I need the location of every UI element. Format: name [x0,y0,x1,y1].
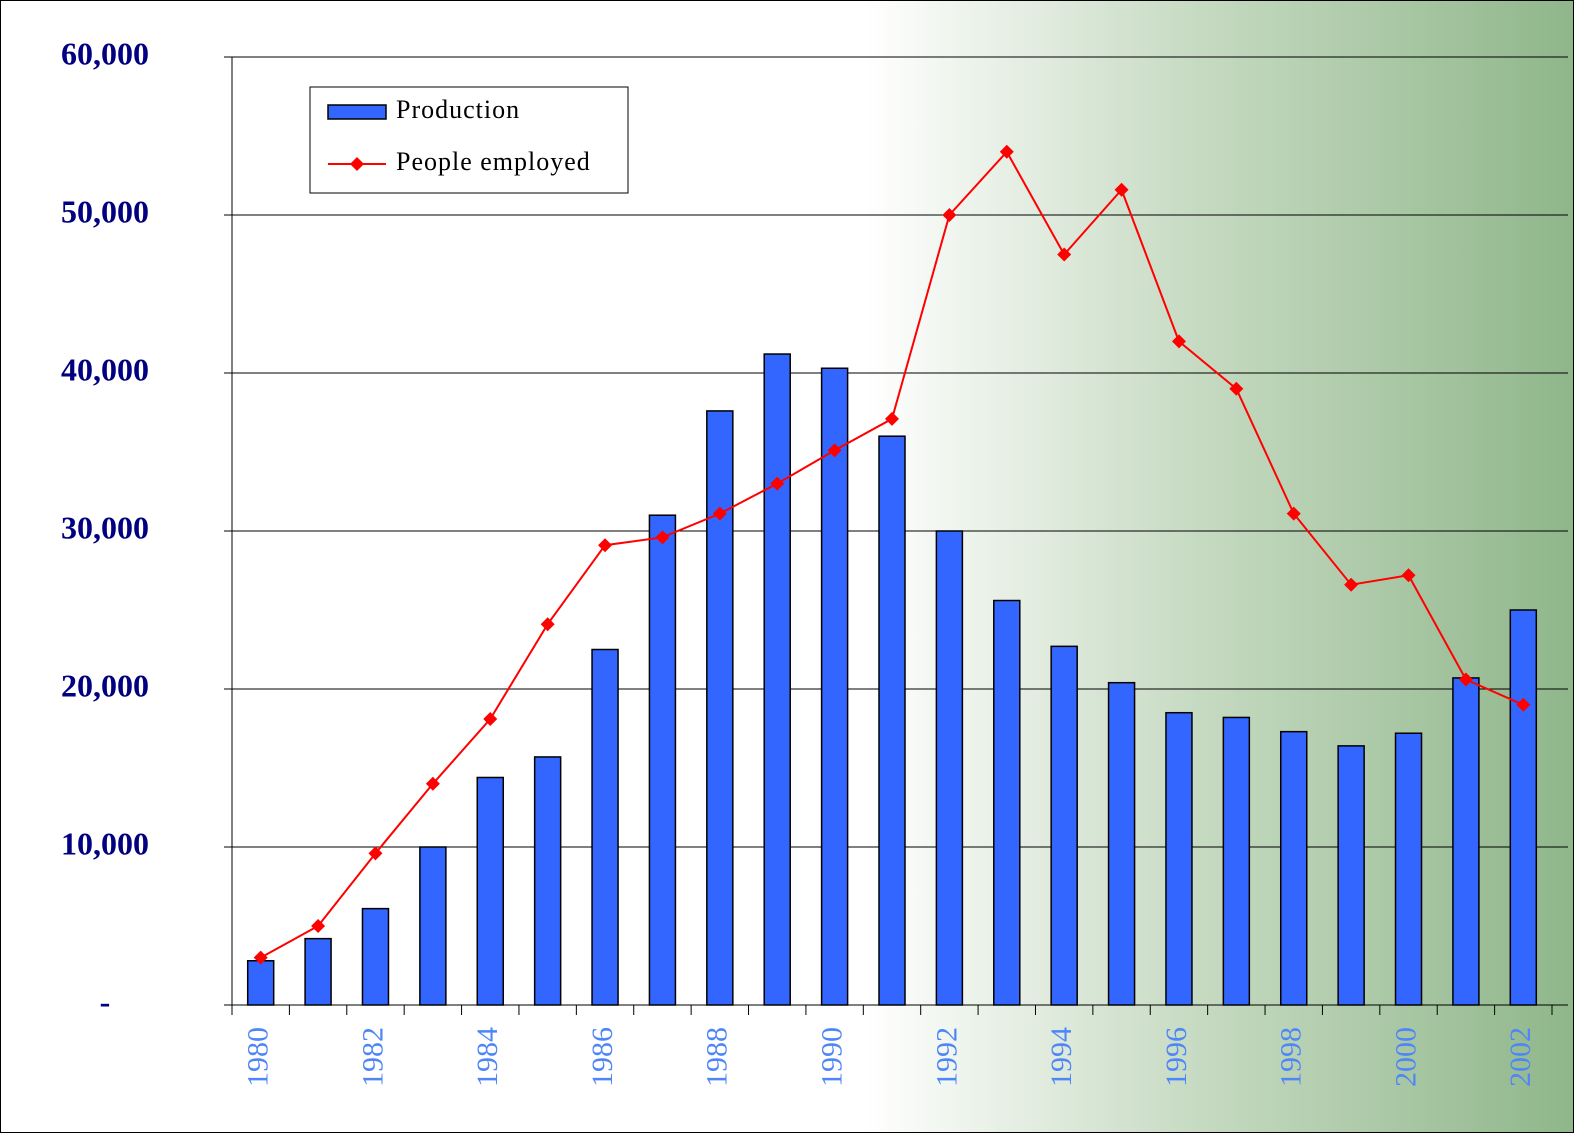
y-tick-label: 40,000 [61,351,149,387]
y-tick-label: - [100,983,111,1019]
line-marker [1344,577,1359,592]
bar [706,410,734,1006]
bar [1165,711,1193,1006]
legend-label: People employed [396,147,591,176]
x-tick-label: 1990 [815,1027,848,1087]
x-tick-label: 2002 [1504,1027,1537,1087]
line-marker [1458,672,1473,687]
line-marker [598,538,613,553]
x-tick-label: 1982 [356,1027,389,1087]
bar [763,353,791,1006]
bar [1394,732,1423,1006]
bar [1337,745,1365,1006]
bar [993,599,1021,1006]
line-marker [425,776,440,791]
bar [1279,730,1308,1006]
y-tick-label: 30,000 [61,509,149,545]
line-marker [311,919,326,933]
bar [533,756,562,1006]
x-tick-label: 1984 [471,1027,504,1087]
bar [304,937,332,1006]
bar [648,514,677,1006]
bar [1050,645,1078,1006]
bar [1107,681,1136,1006]
x-tick-label: 1994 [1045,1027,1078,1087]
legend-label: Production [396,95,520,124]
x-tick-label: 1986 [586,1027,619,1087]
bar [935,530,964,1006]
line-marker [253,950,268,965]
x-tick-label: 1996 [1160,1027,1193,1087]
bar [1452,677,1480,1006]
line-marker [368,846,383,861]
line-marker [1401,568,1416,583]
x-tick-label: 2000 [1389,1027,1422,1087]
bar [361,907,390,1006]
x-tick-label: 1988 [701,1027,734,1087]
line-marker [1114,182,1129,197]
bar [878,435,906,1006]
y-tick-label: 20,000 [61,667,149,703]
bar [419,846,447,1006]
line-marker [827,443,842,458]
line-marker [1171,334,1186,349]
x-tick-label: 1998 [1275,1027,1308,1087]
line-marker [885,411,899,426]
line-marker [540,617,555,632]
legend-swatch [327,104,387,120]
line-marker [770,476,785,491]
legend-marker [350,157,364,171]
line-marker [1229,381,1244,396]
line-marker [712,506,727,521]
line-marker [655,530,670,545]
bar [1222,716,1251,1006]
y-tick-label: 60,000 [61,35,149,71]
x-tick-label: 1992 [930,1027,963,1087]
bar [1509,609,1538,1006]
line-marker [483,712,498,727]
line-marker [1286,506,1301,521]
bar [246,960,275,1006]
bar [820,367,849,1006]
y-tick-label: 50,000 [61,193,149,229]
bar [591,648,619,1006]
line-marker [942,208,957,222]
line-marker [1057,247,1072,262]
y-tick-label: 10,000 [61,825,149,861]
x-tick-label: 1980 [242,1027,275,1087]
line-marker [1516,697,1531,712]
bar [476,776,505,1006]
line-marker [999,144,1014,159]
